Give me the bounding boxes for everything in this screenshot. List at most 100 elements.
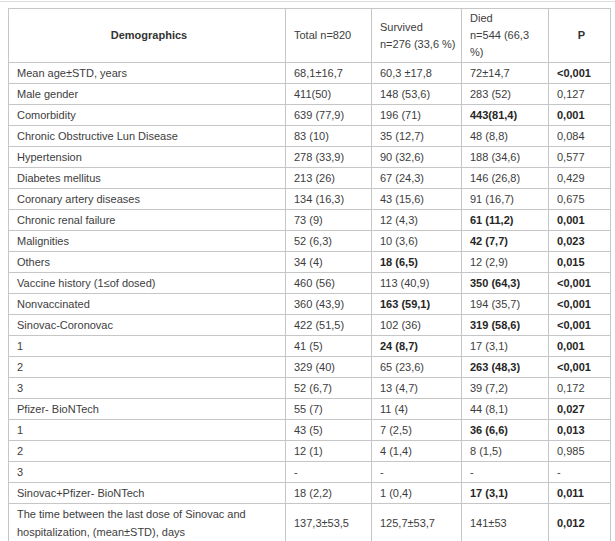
column-header-demographics: Demographics xyxy=(9,9,286,63)
total-value-cell: 639 (77,9) xyxy=(286,105,372,126)
p-value-cell: 0,172 xyxy=(549,378,611,399)
p-value-cell: <0,001 xyxy=(549,357,611,378)
total-value-cell: - xyxy=(286,462,372,483)
survived-value-cell: - xyxy=(372,462,462,483)
died-value-cell: 8 (1,5) xyxy=(462,441,549,462)
survived-value-cell: 18 (6,5) xyxy=(372,252,462,273)
demographic-label-cell: Comorbidity xyxy=(9,105,286,126)
demographic-label-cell: Sinovac+Pfizer- BioNTech xyxy=(9,483,286,504)
total-value-cell: 460 (56) xyxy=(286,273,372,294)
demographic-label-cell: Diabetes mellitus xyxy=(9,168,286,189)
survived-value-cell: 196 (71) xyxy=(372,105,462,126)
table-row: Hypertension 278 (33,9) 90 (32,6) 188 (3… xyxy=(9,147,611,168)
total-value-cell: 329 (40) xyxy=(286,357,372,378)
survived-header-title: Survived xyxy=(380,19,457,36)
table-row: Nonvaccinated 360 (43,9) 163 (59,1) 194 … xyxy=(9,294,611,315)
table-row: 1 41 (5) 24 (8,7) 17 (3,1) 0,001 xyxy=(9,336,611,357)
died-value-cell: 61 (11,2) xyxy=(462,210,549,231)
demographic-label-cell: Coronary artery diseases xyxy=(9,189,286,210)
died-value-cell: 36 (6,6) xyxy=(462,420,549,441)
died-value-cell: 263 (48,3) xyxy=(462,357,549,378)
died-value-cell: 17 (3,1) xyxy=(462,336,549,357)
survived-value-cell: 113 (40,9) xyxy=(372,273,462,294)
died-value-cell: 39 (7,2) xyxy=(462,378,549,399)
survived-value-cell: 65 (23,6) xyxy=(372,357,462,378)
table-row: 3 - - - - xyxy=(9,462,611,483)
demographic-label-cell: Sinovac-Coronovac xyxy=(9,315,286,336)
survived-header-count: n=276 (33,6 %) xyxy=(380,36,457,53)
died-value-cell: 283 (52) xyxy=(462,84,549,105)
died-value-cell: 146 (26,8) xyxy=(462,168,549,189)
total-value-cell: 68,1±16,7 xyxy=(286,63,372,84)
table-row: 3 52 (6,7) 13 (4,7) 39 (7,2) 0,172 xyxy=(9,378,611,399)
p-value-cell: 0,675 xyxy=(549,189,611,210)
died-value-cell: 319 (58,6) xyxy=(462,315,549,336)
demographic-label-cell: 3 xyxy=(9,462,286,483)
total-value-cell: 52 (6,7) xyxy=(286,378,372,399)
died-value-cell: 44 (8,1) xyxy=(462,399,549,420)
survived-value-cell: 24 (8,7) xyxy=(372,336,462,357)
died-value-cell: 188 (34,6) xyxy=(462,147,549,168)
demographic-label-cell: Mean age±STD, years xyxy=(9,63,286,84)
total-value-cell: 34 (4) xyxy=(286,252,372,273)
table-row: 2 329 (40) 65 (23,6) 263 (48,3) <0,001 xyxy=(9,357,611,378)
p-value-cell: 0,011 xyxy=(549,483,611,504)
total-value-cell: 55 (7) xyxy=(286,399,372,420)
total-value-cell: 411(50) xyxy=(286,84,372,105)
column-header-survived: Survived n=276 (33,6 %) xyxy=(372,9,462,63)
survived-value-cell: 7 (2,5) xyxy=(372,420,462,441)
died-value-cell: 42 (7,7) xyxy=(462,231,549,252)
p-value-cell: 0,001 xyxy=(549,210,611,231)
table-row: Malignities 52 (6,3) 10 (3,6) 42 (7,7) 0… xyxy=(9,231,611,252)
total-value-cell: 52 (6,3) xyxy=(286,231,372,252)
p-value-cell: 0,027 xyxy=(549,399,611,420)
column-header-total: Total n=820 xyxy=(286,9,372,63)
survived-value-cell: 43 (15,6) xyxy=(372,189,462,210)
died-value-cell: 48 (8,8) xyxy=(462,126,549,147)
died-value-cell: 17 (3,1) xyxy=(462,483,549,504)
total-value-cell: 73 (9) xyxy=(286,210,372,231)
p-value-cell: 0,429 xyxy=(549,168,611,189)
died-value-cell: 91 (16,7) xyxy=(462,189,549,210)
demographic-label-cell: Vaccine history (1≤of dosed) xyxy=(9,273,286,294)
total-value-cell: 134 (16,3) xyxy=(286,189,372,210)
total-value-cell: 83 (10) xyxy=(286,126,372,147)
demographics-table: Demographics Total n=820 Survived n=276 … xyxy=(8,8,611,541)
survived-value-cell: 125,7±53,7 xyxy=(372,504,462,541)
demographic-label-cell: 3 xyxy=(9,378,286,399)
died-value-cell: 194 (35,7) xyxy=(462,294,549,315)
died-value-cell: 443(81,4) xyxy=(462,105,549,126)
table-header-row: Demographics Total n=820 Survived n=276 … xyxy=(9,9,611,63)
table-row: Vaccine history (1≤of dosed) 460 (56) 11… xyxy=(9,273,611,294)
p-value-cell: 0,985 xyxy=(549,441,611,462)
p-value-cell: <0,001 xyxy=(549,294,611,315)
demographic-label-cell: Nonvaccinated xyxy=(9,294,286,315)
died-value-cell: 72±14,7 xyxy=(462,63,549,84)
total-value-cell: 43 (5) xyxy=(286,420,372,441)
survived-value-cell: 1 (0,4) xyxy=(372,483,462,504)
p-value-cell: - xyxy=(549,462,611,483)
demographic-label-cell: Pfizer- BioNTech xyxy=(9,399,286,420)
died-value-cell: 12 (2,9) xyxy=(462,252,549,273)
table-row: Diabetes mellitus 213 (26) 67 (24,3) 146… xyxy=(9,168,611,189)
total-value-cell: 213 (26) xyxy=(286,168,372,189)
demographic-label-cell: Male gender xyxy=(9,84,286,105)
total-value-cell: 422 (51,5) xyxy=(286,315,372,336)
demographic-label-cell: 1 xyxy=(9,420,286,441)
died-value-cell: 141±53 xyxy=(462,504,549,541)
died-value-cell: 350 (64,3) xyxy=(462,273,549,294)
p-value-cell: <0,001 xyxy=(549,63,611,84)
table-row: Male gender 411(50) 148 (53,6) 283 (52) … xyxy=(9,84,611,105)
survived-value-cell: 11 (4) xyxy=(372,399,462,420)
survived-value-cell: 4 (1,4) xyxy=(372,441,462,462)
p-value-cell: 0,012 xyxy=(549,504,611,541)
p-value-cell: 0,023 xyxy=(549,231,611,252)
table-row: Comorbidity 639 (77,9) 196 (71) 443(81,4… xyxy=(9,105,611,126)
table-body: Mean age±STD, years 68,1±16,7 60,3 ±17,8… xyxy=(9,63,611,541)
survived-value-cell: 12 (4,3) xyxy=(372,210,462,231)
page-top-divider xyxy=(0,1,615,2)
total-value-cell: 12 (1) xyxy=(286,441,372,462)
total-value-cell: 18 (2,2) xyxy=(286,483,372,504)
survived-value-cell: 10 (3,6) xyxy=(372,231,462,252)
demographic-label-cell: 2 xyxy=(9,441,286,462)
